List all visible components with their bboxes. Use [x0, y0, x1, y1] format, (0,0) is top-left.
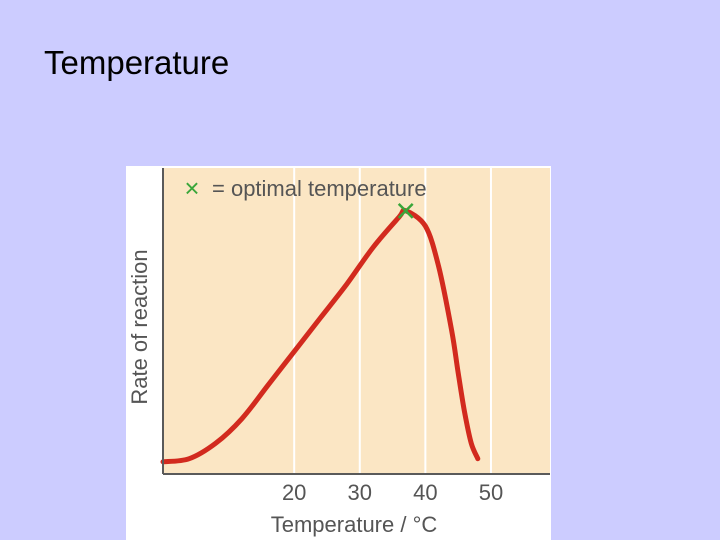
optimum-marker [397, 202, 414, 219]
rate-vs-temperature-chart: 20 30 40 50 × = optimal temperature Tempera… [127, 168, 550, 537]
chart-panel: 20 30 40 50 × = optimal temperature Tempera… [126, 166, 551, 540]
legend-label: = optimal temperature [212, 176, 427, 201]
grid-lines [293, 168, 492, 474]
legend: × = optimal temperature [184, 173, 426, 203]
x-tick-label-30: 30 [348, 480, 372, 505]
x-tick-label-20: 20 [282, 480, 306, 505]
x-axis-label: Temperature / °C [271, 512, 438, 537]
series-line-rate [160, 207, 481, 465]
x-tick-label-50: 50 [479, 480, 503, 505]
slide-title: Temperature [44, 44, 230, 81]
legend-marker-icon: × [184, 173, 199, 203]
optimum-marker-stroke-2 [397, 202, 414, 219]
y-axis-label: Rate of reaction [127, 249, 152, 404]
x-tick-label-40: 40 [413, 480, 437, 505]
plot-background [163, 168, 550, 474]
x-tick-labels: 20 30 40 50 [282, 480, 503, 505]
